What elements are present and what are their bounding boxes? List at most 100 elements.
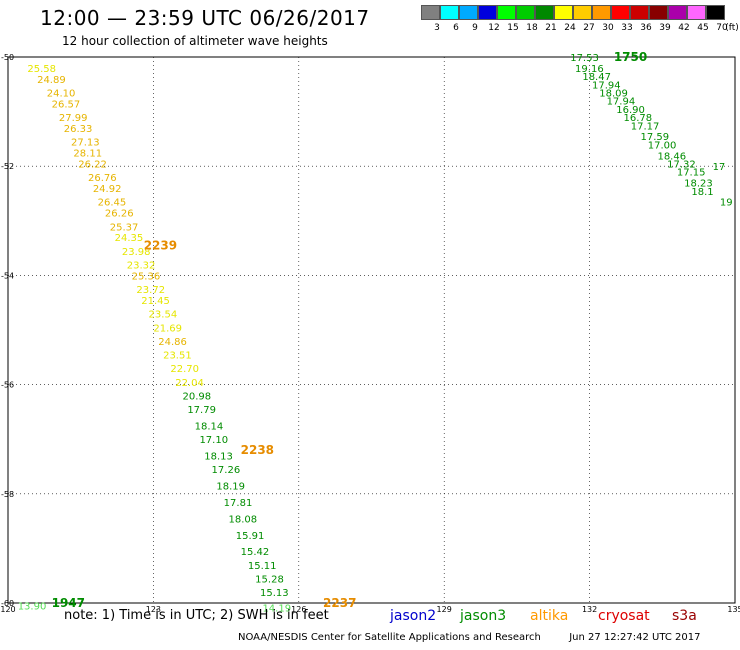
wave-height-value: 14.19 xyxy=(262,603,291,614)
track-time-label: 13.90 xyxy=(18,602,47,613)
wave-height-value: 26.45 xyxy=(98,198,127,209)
wave-height-value: 23.54 xyxy=(149,310,178,321)
color-swatch xyxy=(478,5,497,20)
color-swatch xyxy=(573,5,592,20)
wave-height-value: 17 xyxy=(713,162,726,173)
color-swatch xyxy=(611,5,630,20)
color-swatch xyxy=(706,5,725,20)
wave-height-value: 17.53 xyxy=(570,53,599,64)
color-swatch xyxy=(459,5,478,20)
wave-height-value: 24.10 xyxy=(47,88,76,99)
wave-height-value: 16.90 xyxy=(616,105,645,116)
color-swatch-label: 27 xyxy=(583,23,595,33)
wave-height-value: 26.76 xyxy=(88,173,117,184)
credit-org: NOAA/NESDIS Center for Satellite Applica… xyxy=(238,632,541,643)
legend-satellite-s3a: s3a xyxy=(672,608,697,624)
wave-height-value: 18.23 xyxy=(684,179,713,190)
wave-height-value: 17.10 xyxy=(199,435,228,446)
color-swatch-label: 9 xyxy=(472,23,478,33)
legend-satellite-altika: altika xyxy=(530,608,569,624)
wave-height-value: 17.26 xyxy=(212,465,241,476)
wave-height-value: 17.94 xyxy=(607,97,636,108)
wave-height-value: 24.89 xyxy=(37,75,66,86)
color-swatch xyxy=(554,5,573,20)
lon-tick-label: 123 xyxy=(146,605,161,614)
wave-height-value: 17.17 xyxy=(631,121,660,132)
lat-tick-label: -52 xyxy=(1,162,14,171)
color-swatch-label: 45 xyxy=(697,23,709,33)
wave-height-value: 17.32 xyxy=(667,159,696,170)
wave-height-value: 25.37 xyxy=(110,222,139,233)
color-swatch-label: 30 xyxy=(602,23,614,33)
map-frame xyxy=(7,56,736,604)
legend-satellite-cryosat: cryosat xyxy=(598,608,650,624)
color-swatch xyxy=(535,5,554,20)
wave-height-value: 18.09 xyxy=(599,88,628,99)
wave-height-value: 18.1 xyxy=(691,187,713,198)
wave-height-value: 26.57 xyxy=(52,99,81,110)
color-swatch-label: 36 xyxy=(640,23,652,33)
wave-height-value: 17.15 xyxy=(677,168,706,179)
legend-satellite-jason2: jason2 xyxy=(390,608,437,624)
track-time-label: 1947 xyxy=(52,596,85,610)
wave-height-value: 15.28 xyxy=(255,574,284,585)
color-swatch-label: 33 xyxy=(621,23,633,33)
track-time-label: 2238 xyxy=(241,443,274,457)
color-swatch-label: 6 xyxy=(453,23,459,33)
wave-height-value: 19 xyxy=(720,198,733,209)
wave-height-value: 25.58 xyxy=(27,64,56,75)
wave-height-value: 17.94 xyxy=(592,80,621,91)
wave-height-value: 26.33 xyxy=(64,124,93,135)
legend-note: note: 1) Time is in UTC; 2) SWH is in fe… xyxy=(64,608,329,623)
wave-height-value: 22.70 xyxy=(170,364,199,375)
wave-height-value: 15.11 xyxy=(248,561,277,572)
wave-height-value: 17.81 xyxy=(224,498,253,509)
wave-height-value: 25.36 xyxy=(132,271,161,282)
lat-tick-label: -54 xyxy=(1,271,14,280)
wave-height-value: 19.16 xyxy=(575,64,604,75)
legend: note: 1) Time is in UTC; 2) SWH is in fe… xyxy=(0,608,740,628)
wave-height-value: 20.98 xyxy=(182,392,211,403)
page-subtitle: 12 hour collection of altimeter wave hei… xyxy=(62,34,328,48)
lon-tick-label: 129 xyxy=(437,605,452,614)
wave-height-value: 15.13 xyxy=(260,588,289,599)
color-swatch xyxy=(421,5,440,20)
wave-height-value: 17.59 xyxy=(640,132,669,143)
color-swatch-label: 42 xyxy=(678,23,690,33)
wave-height-value: 18.46 xyxy=(657,151,686,162)
wave-height-value: 23.98 xyxy=(122,247,151,258)
wave-height-value: 21.45 xyxy=(141,296,170,307)
color-swatch xyxy=(630,5,649,20)
wave-height-value: 18.47 xyxy=(582,72,611,83)
color-swatch-label: 3 xyxy=(434,23,440,33)
color-swatch-label: 24 xyxy=(564,23,576,33)
credit-timestamp: Jun 27 12:27:42 UTC 2017 xyxy=(569,632,701,643)
wave-height-value: 28.11 xyxy=(73,149,102,160)
wave-height-value: 18.08 xyxy=(229,514,258,525)
wave-height-value: 24.86 xyxy=(158,337,187,348)
color-swatch-label: 15 xyxy=(507,23,519,33)
wave-height-value: 24.35 xyxy=(115,233,144,244)
wave-height-value: 18.13 xyxy=(204,452,233,463)
wave-height-value: 27.99 xyxy=(59,113,88,124)
color-swatch xyxy=(592,5,611,20)
wave-height-value: 18.19 xyxy=(216,482,245,493)
wave-height-value: 16.78 xyxy=(624,113,653,124)
wave-height-value: 15.42 xyxy=(241,547,270,558)
wave-height-value: 22.04 xyxy=(175,378,204,389)
track-time-label: 2237 xyxy=(323,596,356,610)
lon-tick-label: 120 xyxy=(0,605,15,614)
wave-height-value: 27.13 xyxy=(71,138,100,149)
wave-height-value: 23.72 xyxy=(136,285,165,296)
lon-tick-label: 132 xyxy=(582,605,597,614)
lat-tick-label: -60 xyxy=(1,599,14,608)
wave-height-value: 26.22 xyxy=(78,159,107,170)
color-swatch xyxy=(668,5,687,20)
wave-height-value: 26.26 xyxy=(105,209,134,220)
legend-satellite-jason3: jason3 xyxy=(460,608,507,624)
track-time-label: 1750 xyxy=(614,50,647,64)
wave-height-value: 24.92 xyxy=(93,184,122,195)
color-swatch-label: 12 xyxy=(488,23,500,33)
color-swatch xyxy=(440,5,459,20)
color-swatch xyxy=(497,5,516,20)
